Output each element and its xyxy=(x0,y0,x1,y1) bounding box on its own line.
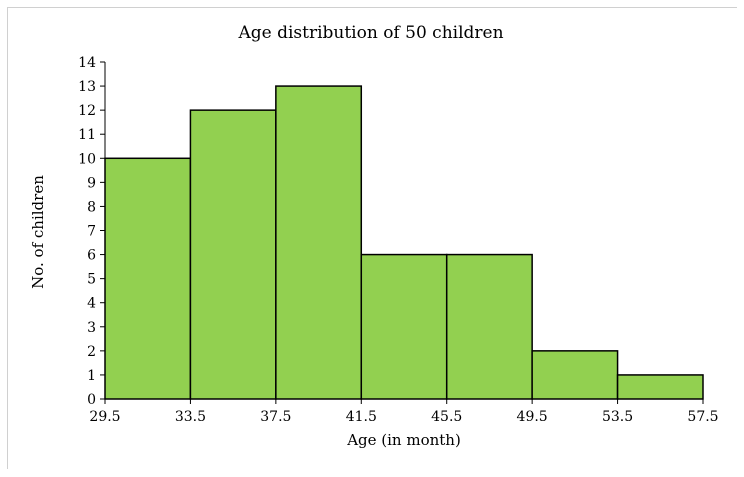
histogram-bar-2 xyxy=(189,109,277,400)
x-tick-label: 33.5 xyxy=(175,409,206,425)
y-tick-label: 9 xyxy=(87,175,96,191)
y-axis-label: No. of children xyxy=(29,175,47,289)
x-tick-label: 45.5 xyxy=(431,409,462,425)
y-tick-label: 7 xyxy=(87,224,96,240)
y-tick-label: 1 xyxy=(87,368,96,384)
histogram-bar-7 xyxy=(616,374,704,400)
y-tick-label: 12 xyxy=(78,103,96,119)
chart-frame xyxy=(7,7,737,469)
x-tick-label: 37.5 xyxy=(260,409,291,425)
histogram-bar-6 xyxy=(531,350,619,400)
histogram-bar-4 xyxy=(360,253,448,400)
y-tick-label: 11 xyxy=(78,127,96,143)
y-tick-label: 3 xyxy=(87,320,96,336)
y-tick-label: 2 xyxy=(87,344,96,360)
x-tick-label: 49.5 xyxy=(517,409,548,425)
histogram-bar-3 xyxy=(275,85,363,400)
x-tick-label: 57.5 xyxy=(687,409,718,425)
y-tick-label: 13 xyxy=(78,79,96,95)
histogram-bar-1 xyxy=(104,157,192,400)
x-axis: 29.5 33.5 37.5 41.5 45.5 49.5 53.5 57.5 xyxy=(89,398,719,425)
y-tick-label: 5 xyxy=(87,272,96,288)
histogram-bar-5 xyxy=(445,253,533,400)
x-tick-label: 53.5 xyxy=(602,409,633,425)
chart-title: Age distribution of 50 children xyxy=(237,23,503,43)
x-axis-label: Age (in month) xyxy=(346,431,461,449)
x-tick-label: 29.5 xyxy=(89,409,120,425)
y-tick-label: 0 xyxy=(87,392,96,408)
y-tick-label: 10 xyxy=(78,151,96,167)
y-tick-label: 14 xyxy=(78,55,96,71)
x-tick-label: 41.5 xyxy=(346,409,377,425)
y-tick-label: 8 xyxy=(87,199,96,215)
y-tick-label: 6 xyxy=(87,248,96,264)
y-tick-label: 4 xyxy=(87,296,96,312)
bars-group xyxy=(104,85,704,400)
